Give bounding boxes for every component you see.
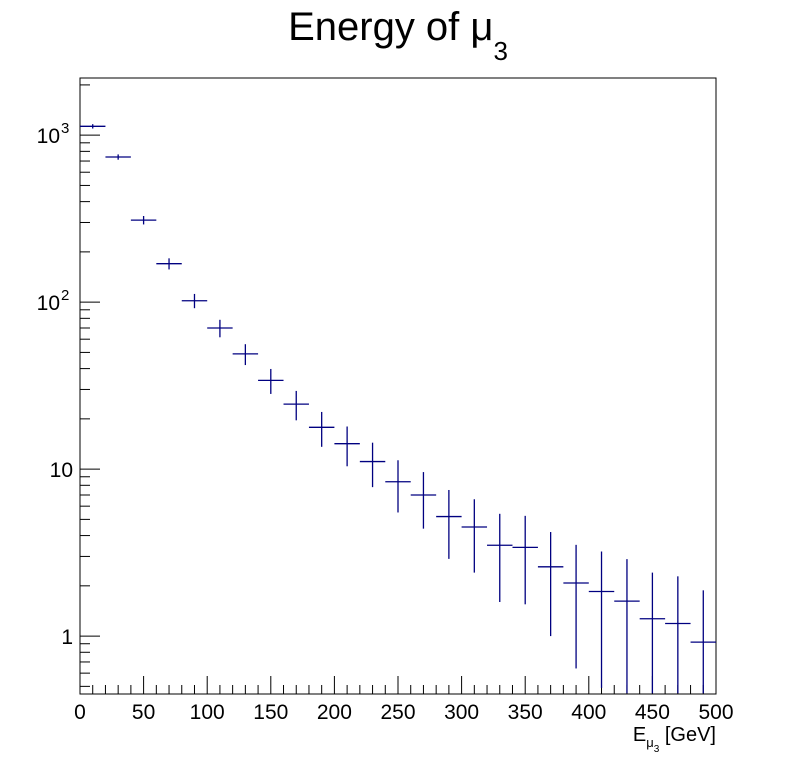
data-point <box>461 499 488 573</box>
chart-title-subscript: 3 <box>493 36 507 66</box>
data-point <box>436 489 462 559</box>
x-axis-label-sub-symbol: μ <box>646 735 654 750</box>
data-point <box>359 442 386 488</box>
data-point <box>385 460 411 513</box>
data-point <box>334 426 360 467</box>
x-tick-label: 200 <box>317 701 352 724</box>
x-axis-label: Eμ3 [GeV] <box>633 724 716 755</box>
data-point <box>537 532 564 637</box>
data-point <box>232 344 259 366</box>
x-tick-label: 500 <box>698 701 733 724</box>
y-tick-label: 10 <box>37 292 60 315</box>
data-point <box>614 559 640 694</box>
x-tick-label: 400 <box>571 701 606 724</box>
data-point <box>512 515 538 605</box>
data-point <box>588 551 615 688</box>
x-tick-label: 0 <box>74 701 86 724</box>
y-tick-label: 10 <box>37 125 60 148</box>
data-point <box>308 411 335 447</box>
y-tick-exponent: 2 <box>61 287 69 304</box>
chart-title-text: Energy of <box>288 5 470 49</box>
data-point <box>639 572 666 694</box>
x-axis-label-text: E <box>633 724 646 746</box>
y-tick-label: 10 <box>50 459 73 482</box>
x-tick-label: 350 <box>508 701 543 724</box>
data-point <box>283 390 309 421</box>
y-tick-exponent: 3 <box>61 120 69 137</box>
chart-title-symbol: μ <box>470 5 493 49</box>
x-axis-label-sub-index: 3 <box>654 744 660 755</box>
chart-title: Energy of μ3 <box>288 5 508 66</box>
x-tick-label: 100 <box>190 701 225 724</box>
data-point <box>156 258 182 270</box>
axis-ticks <box>79 84 717 694</box>
x-tick-label: 250 <box>380 701 415 724</box>
x-tick-label: 50 <box>132 701 155 724</box>
data-point <box>181 293 208 309</box>
x-tick-label: 450 <box>635 701 670 724</box>
data-points <box>80 124 716 694</box>
data-point <box>105 154 131 160</box>
data-point <box>690 590 716 694</box>
x-tick-label: 150 <box>253 701 288 724</box>
data-point <box>80 124 106 129</box>
x-tick-labels: 0 50 100 150 200 250 300 350 400 450 500 <box>74 701 733 724</box>
data-point <box>563 544 589 669</box>
data-point <box>487 513 513 603</box>
x-axis-label-unit: [GeV] <box>659 724 716 746</box>
x-tick-label: 300 <box>444 701 479 724</box>
data-point <box>130 216 157 225</box>
data-point <box>665 576 691 694</box>
data-point <box>207 319 233 338</box>
data-point <box>410 472 437 529</box>
data-point <box>258 368 284 394</box>
y-tick-label: 1 <box>61 626 73 649</box>
